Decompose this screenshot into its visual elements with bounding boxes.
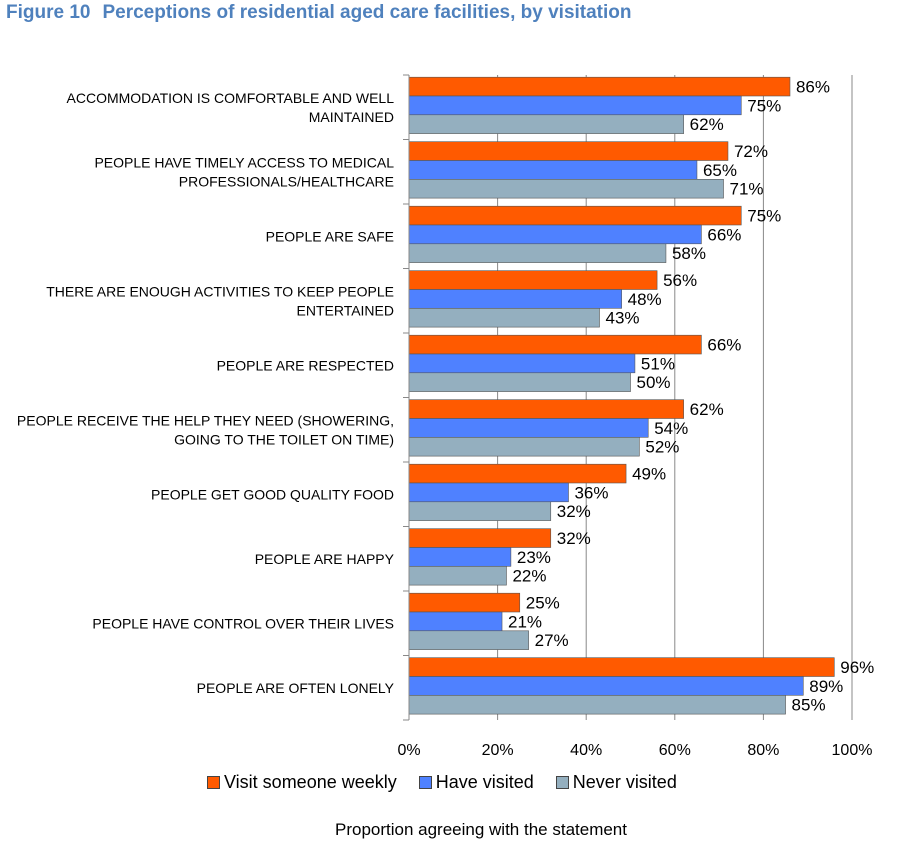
bar (408, 289, 622, 309)
bar (408, 528, 552, 548)
bar (408, 694, 786, 715)
data-label: 54% (654, 419, 688, 438)
bar (408, 307, 600, 328)
category-label: ENTERTAINED (297, 302, 395, 318)
data-label: 52% (645, 438, 679, 457)
category-label: PEOPLE ARE HAPPY (255, 551, 395, 567)
bar (408, 270, 658, 290)
bar (408, 179, 724, 199)
legend-item-never: Never visited (555, 772, 677, 793)
figure-number: Figure 10 (6, 2, 91, 23)
bar (408, 399, 684, 419)
bar (408, 630, 529, 650)
data-label: 75% (747, 96, 781, 115)
category-label: MAINTAINED (309, 109, 394, 125)
legend-swatch-weekly (207, 776, 220, 789)
x-axis-title: Proportion agreeing with the statement (334, 820, 627, 839)
data-label: 51% (641, 354, 675, 373)
category-label: PEOPLE ARE SAFE (266, 228, 394, 244)
category-label: PROFESSIONALS/HEALTHCARE (179, 173, 394, 189)
figure-title: Figure 10 Perceptions of residential aged… (6, 2, 632, 24)
data-label: 71% (730, 180, 764, 199)
data-label: 36% (574, 483, 608, 502)
data-label: 50% (637, 373, 671, 392)
bar (408, 592, 521, 613)
legend-label-visited: Have visited (435, 772, 534, 792)
bar (408, 611, 503, 632)
legend-swatch-visited (418, 776, 432, 789)
category-label: PEOPLE RECEIVE THE HELP THEY NEED (SHOWE… (17, 412, 394, 428)
bar (408, 353, 636, 374)
bar (408, 657, 835, 677)
bar (408, 224, 702, 245)
category-label: PEOPLE ARE OFTEN LONELY (197, 680, 395, 696)
bar (408, 676, 804, 696)
category-label: PEOPLE HAVE CONTROL OVER THEIR LIVES (92, 615, 394, 631)
data-label: 65% (703, 161, 737, 180)
bar (408, 565, 507, 586)
x-tick-label: 100% (832, 742, 873, 759)
bar (408, 372, 631, 392)
data-label: 62% (690, 400, 724, 419)
bar-chart: 86% 72% 75% 56% 66% 62% 49% 32% 25% 96% 75% 65% 66% 4… (17, 74, 874, 759)
data-label: 89% (809, 677, 843, 696)
data-label: 86% (796, 78, 830, 97)
bar (408, 95, 742, 116)
bar (408, 463, 627, 484)
legend-swatch-never (555, 776, 569, 789)
bar (408, 114, 684, 134)
category-label: PEOPLE GET GOOD QUALITY FOOD (151, 486, 394, 502)
data-label: 66% (707, 336, 741, 355)
legend-label-never: Never visited (572, 772, 677, 792)
bar (408, 482, 569, 503)
legend-item-weekly: Visit someone weekly (207, 772, 397, 793)
data-label: 56% (663, 271, 697, 290)
x-tick-label: 80% (747, 742, 779, 759)
bar (408, 418, 649, 438)
data-label: 49% (632, 465, 666, 484)
data-label: 23% (517, 548, 551, 567)
bar (408, 76, 791, 97)
category-label: GOING TO THE TOILET ON TIME) (174, 431, 394, 447)
data-label: 48% (628, 290, 662, 309)
x-tick-label: 60% (659, 742, 691, 759)
x-tick-label: 0% (397, 742, 420, 759)
category-label: PEOPLE ARE RESPECTED (217, 357, 394, 373)
category-label: PEOPLE HAVE TIMELY ACCESS TO MEDICAL (94, 154, 394, 170)
figure-title-text: Perceptions of residential aged care fac… (102, 2, 632, 23)
bar (408, 334, 702, 355)
category-label: ACCOMMODATION IS COMFORTABLE AND WELL (67, 90, 395, 106)
bar (408, 547, 512, 567)
category-label: THERE ARE ENOUGH ACTIVITIES TO KEEP PEOP… (46, 283, 394, 299)
data-label: 43% (605, 309, 639, 328)
bar (408, 141, 729, 161)
data-label: 85% (792, 696, 826, 715)
bar (408, 436, 640, 457)
x-tick-label: 40% (570, 742, 602, 759)
data-label: 27% (535, 631, 569, 650)
legend-label-weekly: Visit someone weekly (224, 772, 397, 792)
data-label: 72% (734, 142, 768, 161)
data-label: 96% (840, 658, 874, 677)
data-label: 66% (707, 225, 741, 244)
data-label: 62% (690, 115, 724, 134)
data-label: 22% (512, 567, 546, 586)
data-label: 75% (747, 207, 781, 226)
data-label: 25% (526, 594, 560, 613)
bar (408, 501, 552, 521)
bar (408, 160, 698, 180)
bar (408, 243, 667, 263)
data-label: 21% (508, 612, 542, 631)
x-tick-label: 20% (482, 742, 514, 759)
legend-item-visited: Have visited (418, 772, 534, 793)
data-label: 32% (557, 529, 591, 548)
bar (408, 205, 742, 226)
data-label: 58% (672, 244, 706, 263)
data-label: 32% (557, 502, 591, 521)
chart-legend: Visit someone weekly Have visited Never … (207, 772, 677, 793)
